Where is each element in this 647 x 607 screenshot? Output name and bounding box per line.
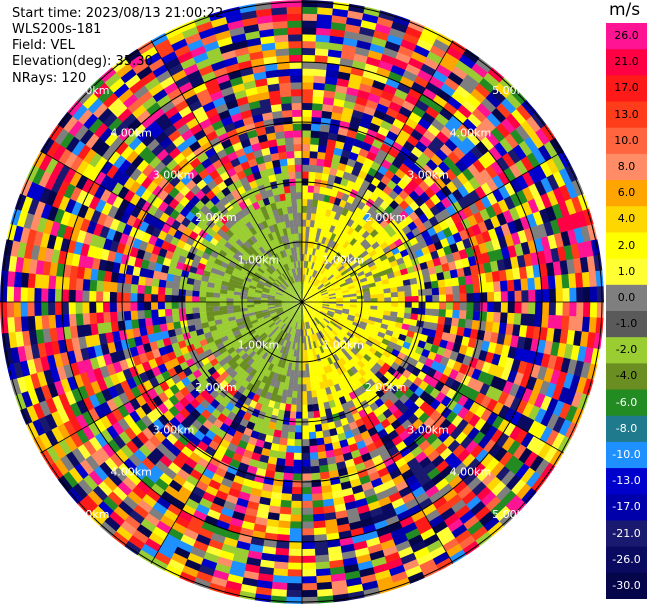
colorbar-swatch xyxy=(606,23,647,50)
colorbar-tick-label: 0.0 xyxy=(617,290,636,304)
colorbar-swatch xyxy=(606,101,647,129)
colorbar-swatch xyxy=(606,468,647,495)
azimuth-spoke xyxy=(301,301,564,454)
range-ring-label: 1.00km xyxy=(238,338,280,351)
colorbar-tick-label: 13.0 xyxy=(614,107,639,121)
colorbar-swatch xyxy=(606,363,647,391)
colorbar-swatch xyxy=(606,180,647,207)
colorbar-tick-label: -26.0 xyxy=(612,552,641,566)
elevation-label: Elevation(deg): 35.30 xyxy=(12,54,153,69)
range-ring-label: 5.00km xyxy=(492,508,534,521)
instrument-label: WLS200s-181 xyxy=(12,22,102,37)
azimuth-spoke xyxy=(301,150,564,303)
colorbar-swatch xyxy=(606,441,647,469)
start-time-label: Start time: 2023/08/13 21:00:22 xyxy=(12,6,224,21)
colorbar-tick-label: -10.0 xyxy=(612,448,641,461)
colorbar-tick-label: -1.0 xyxy=(615,317,638,331)
azimuth-spoke xyxy=(301,301,454,564)
colorbar-tick-label: 2.0 xyxy=(617,238,636,252)
azimuth-spoke xyxy=(40,150,303,303)
azimuth-spoke xyxy=(40,301,303,454)
colorbar-swatch xyxy=(606,75,647,103)
colorbar-swatch xyxy=(606,546,647,574)
range-ring-label: 4.00km xyxy=(450,126,492,139)
range-ring-label: 5.00km xyxy=(68,84,110,97)
colorbar-tick-label: -8.0 xyxy=(615,421,638,435)
range-ring-label: 5.00km xyxy=(492,84,534,97)
colorbar-tick-label: -4.0 xyxy=(615,369,638,383)
colorbar-swatch xyxy=(606,127,647,155)
field-label: Field: VEL xyxy=(12,38,75,53)
colorbar-swatch xyxy=(606,415,647,443)
range-ring-label: 2.00km xyxy=(195,381,237,394)
colorbar-unit: m/s xyxy=(609,0,641,20)
colorbar-tick-label: -13.0 xyxy=(612,474,641,488)
range-ring-label: 1.00km xyxy=(322,338,364,351)
nrays-label: NRays: 120 xyxy=(12,71,87,86)
azimuth-spoke xyxy=(301,40,454,303)
colorbar-swatch xyxy=(606,258,647,286)
colorbar-tick-label: 6.0 xyxy=(617,186,636,200)
colorbar-tick-label: -21.0 xyxy=(612,526,641,540)
range-ring-label: 2.00km xyxy=(365,381,407,394)
colorbar-swatch xyxy=(606,337,647,364)
colorbar xyxy=(606,23,647,599)
range-ring-label: 4.00km xyxy=(110,126,152,139)
range-ring-label: 3.00km xyxy=(153,423,195,436)
colorbar-tick-label: 17.0 xyxy=(614,81,639,95)
colorbar-swatch xyxy=(606,520,647,548)
colorbar-swatch xyxy=(606,153,647,181)
range-ring-label: 4.00km xyxy=(450,466,492,479)
colorbar-tick-label: 1.0 xyxy=(617,264,636,278)
colorbar-swatch xyxy=(606,389,647,417)
range-ring-label: 3.00km xyxy=(407,169,449,182)
range-ring-label: 5.00km xyxy=(68,508,110,521)
range-ring-label: 1.00km xyxy=(322,254,364,267)
colorbar-swatch xyxy=(606,232,647,260)
colorbar-tick-label: 4.0 xyxy=(617,212,636,226)
colorbar-tick-label: 10.0 xyxy=(614,133,639,147)
colorbar-swatch xyxy=(606,284,647,312)
colorbar-swatch xyxy=(606,49,647,76)
colorbar-tick-label: -17.0 xyxy=(612,500,641,514)
range-ring-label: 2.00km xyxy=(195,211,237,224)
range-ring-label: 3.00km xyxy=(407,423,449,436)
ppi-scan-plot: 1.00km 1.00km 1.00km 1.00km 2.00km 2.00km 2.00… xyxy=(0,0,605,605)
range-ring-label: 2.00km xyxy=(365,211,407,224)
range-ring-label: 1.00km xyxy=(238,254,280,267)
colorbar-tick-label: 8.0 xyxy=(617,160,636,173)
colorbar-tick-label: 21.0 xyxy=(614,55,639,69)
colorbar-swatch xyxy=(606,206,647,233)
range-ring-label: 3.00km xyxy=(153,169,195,182)
colorbar-swatch xyxy=(606,572,647,599)
azimuth-spoke xyxy=(150,40,303,303)
colorbar-tick-label: 26.0 xyxy=(614,29,639,43)
colorbar-tick-label: -6.0 xyxy=(615,395,638,409)
azimuth-spoke xyxy=(150,301,303,564)
colorbar-tick-label: -2.0 xyxy=(615,343,638,357)
range-ring-label: 4.00km xyxy=(110,466,152,479)
colorbar-swatch xyxy=(606,311,647,338)
colorbar-tick-label: -30.0 xyxy=(612,578,641,592)
colorbar-swatch xyxy=(606,494,647,521)
ppi-gates xyxy=(0,0,605,605)
